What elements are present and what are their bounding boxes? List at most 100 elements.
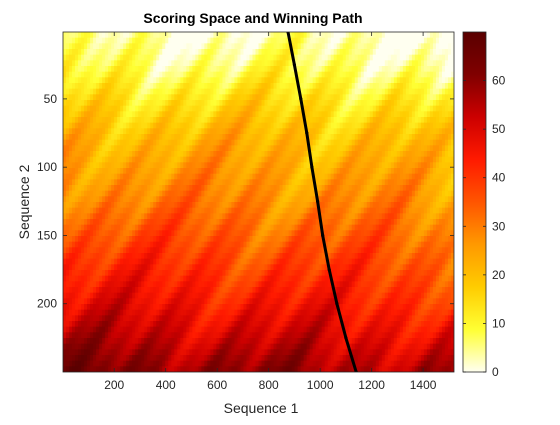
heat-cell	[252, 173, 257, 180]
heat-cell	[249, 49, 254, 56]
heat-cell	[396, 43, 401, 50]
heat-cell	[372, 60, 377, 67]
heat-cell	[339, 88, 344, 95]
heat-cell	[261, 122, 266, 129]
heat-cell	[429, 139, 434, 146]
heat-cell	[348, 43, 353, 50]
heat-cell	[240, 230, 245, 237]
heat-cell	[273, 83, 278, 90]
heat-cell	[279, 94, 284, 101]
heat-cell	[75, 105, 79, 112]
heat-cell	[159, 83, 163, 90]
heat-cell	[96, 134, 100, 141]
heat-cell	[429, 241, 434, 248]
heat-cell	[168, 207, 172, 214]
heat-cell	[354, 168, 359, 175]
heat-cell	[417, 111, 422, 118]
heat-cell	[183, 71, 187, 78]
heat-cell	[363, 37, 368, 44]
heat-cell	[87, 111, 91, 118]
heat-cell	[126, 77, 130, 84]
heat-cell	[99, 196, 103, 203]
heat-cell	[168, 128, 172, 135]
heat-cell	[159, 88, 163, 95]
heat-cell	[186, 213, 190, 220]
heat-cell	[114, 94, 118, 101]
heat-cell	[336, 105, 341, 112]
heat-cell	[204, 77, 208, 84]
heat-cell	[240, 134, 245, 141]
heat-cell	[330, 224, 335, 231]
heat-cell	[141, 213, 145, 220]
heat-cell	[141, 156, 145, 163]
heat-cell	[123, 54, 127, 61]
heat-cell	[402, 94, 407, 101]
heat-cell	[417, 43, 422, 50]
heat-cell	[357, 145, 362, 152]
heat-cell	[84, 37, 88, 44]
heat-cell	[78, 247, 82, 254]
heat-cell	[252, 219, 257, 226]
heat-cell	[354, 71, 359, 78]
heat-cell	[231, 83, 236, 90]
heat-cell	[72, 162, 76, 169]
heat-cell	[141, 224, 145, 231]
heat-cell	[426, 43, 431, 50]
heat-cell	[354, 117, 359, 124]
heat-cell	[165, 111, 169, 118]
heat-cell	[288, 151, 293, 158]
heat-cell	[450, 32, 454, 39]
heat-cell	[132, 105, 136, 112]
heat-cell	[399, 230, 404, 237]
heat-cell	[369, 54, 374, 61]
heat-cell	[285, 156, 290, 163]
heat-cell	[153, 230, 157, 237]
heat-cell	[228, 190, 233, 197]
heat-cell	[384, 190, 389, 197]
heat-cell	[270, 139, 275, 146]
heat-cell	[162, 151, 166, 158]
heat-cell	[204, 32, 208, 39]
heat-cell	[96, 54, 100, 61]
heat-cell	[225, 32, 230, 39]
heat-cell	[399, 168, 404, 175]
heat-cell	[351, 134, 356, 141]
heat-cell	[78, 117, 82, 124]
heat-cell	[105, 196, 109, 203]
heat-cell	[237, 60, 242, 67]
heat-cell	[429, 162, 434, 169]
heat-cell	[195, 54, 199, 61]
heat-cell	[441, 77, 446, 84]
heat-cell	[450, 60, 454, 67]
heat-cell	[132, 134, 136, 141]
heat-cell	[432, 190, 437, 197]
heat-cell	[168, 88, 172, 95]
heat-cell	[213, 224, 217, 231]
heat-cell	[375, 94, 380, 101]
heat-cell	[210, 247, 214, 254]
heat-cell	[402, 139, 407, 146]
heat-cell	[99, 179, 103, 186]
heat-cell	[219, 37, 224, 44]
heat-cell	[66, 88, 70, 95]
heat-cell	[99, 173, 103, 180]
heat-cell	[285, 134, 290, 141]
heat-cell	[414, 173, 419, 180]
heat-cell	[372, 224, 377, 231]
heat-cell	[414, 196, 419, 203]
heat-cell	[264, 49, 269, 56]
heat-cell	[192, 247, 196, 254]
heat-cell	[342, 100, 347, 107]
heat-cell	[258, 139, 263, 146]
heat-cell	[204, 54, 208, 61]
heat-cell	[195, 145, 199, 152]
heat-cell	[306, 151, 311, 158]
heat-cell	[207, 100, 211, 107]
heat-cell	[162, 134, 166, 141]
heat-cell	[72, 151, 76, 158]
heat-cell	[300, 241, 305, 248]
heat-cell	[63, 54, 67, 61]
heat-cell	[129, 236, 133, 243]
heat-cell	[339, 134, 344, 141]
heat-cell	[357, 241, 362, 248]
